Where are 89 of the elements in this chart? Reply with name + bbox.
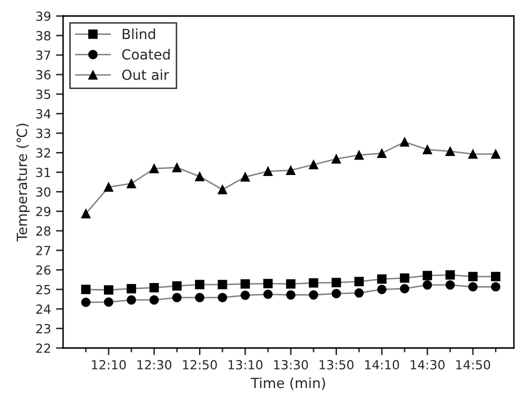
point bbox=[240, 290, 250, 300]
point bbox=[149, 295, 159, 305]
y-tick-label: 33 bbox=[36, 128, 50, 138]
x-tick-label: 14:10 bbox=[365, 360, 400, 370]
point bbox=[195, 172, 204, 182]
point bbox=[240, 172, 250, 182]
y-tick-label: 24 bbox=[36, 304, 51, 314]
y-tick-label: 27 bbox=[36, 246, 50, 256]
point bbox=[218, 280, 228, 290]
point bbox=[286, 290, 296, 300]
point bbox=[172, 292, 182, 302]
point bbox=[126, 295, 136, 305]
point bbox=[195, 292, 204, 302]
point bbox=[354, 288, 364, 298]
point bbox=[263, 166, 273, 176]
point bbox=[332, 288, 341, 298]
legend-label: Out air bbox=[122, 69, 170, 80]
x-tick-label: 13:30 bbox=[274, 360, 308, 370]
point bbox=[377, 284, 387, 294]
y-tick-label: 35 bbox=[36, 90, 50, 100]
point bbox=[400, 284, 410, 294]
point bbox=[286, 166, 296, 175]
y-tick-label: 34 bbox=[36, 109, 51, 119]
point bbox=[263, 278, 273, 288]
point bbox=[172, 281, 182, 291]
point bbox=[104, 285, 114, 295]
y-tick-label: 28 bbox=[36, 226, 50, 236]
y-tick-label: 39 bbox=[36, 11, 50, 21]
point bbox=[240, 279, 250, 289]
point bbox=[104, 182, 114, 192]
point bbox=[149, 164, 159, 174]
point bbox=[81, 284, 91, 294]
point bbox=[195, 280, 204, 290]
point bbox=[445, 280, 455, 290]
y-tick-label: 36 bbox=[36, 70, 50, 80]
y-tick-label: 31 bbox=[36, 168, 50, 178]
x-tick-label: 12:30 bbox=[138, 360, 172, 370]
point bbox=[286, 279, 296, 289]
point bbox=[491, 149, 500, 159]
point bbox=[263, 290, 273, 299]
legend-label: Coated bbox=[122, 48, 170, 60]
point bbox=[126, 178, 136, 188]
point bbox=[445, 146, 455, 156]
point bbox=[400, 273, 410, 283]
point bbox=[422, 280, 432, 290]
point bbox=[468, 282, 478, 292]
x-tick-label: 13:10 bbox=[228, 360, 262, 370]
point bbox=[332, 278, 341, 288]
y-tick-label: 25 bbox=[36, 284, 50, 294]
x-tick-label: 14:30 bbox=[410, 360, 445, 370]
point bbox=[354, 150, 364, 160]
point bbox=[377, 274, 387, 284]
point bbox=[422, 270, 432, 280]
point bbox=[81, 208, 91, 218]
point bbox=[172, 162, 182, 172]
y-tick-label: 29 bbox=[36, 206, 50, 216]
point bbox=[308, 160, 318, 170]
y-tick-label: 23 bbox=[36, 324, 50, 334]
point bbox=[104, 297, 114, 307]
point bbox=[149, 282, 159, 292]
x-tick-label: 14:50 bbox=[456, 360, 490, 370]
y-tick-label: 22 bbox=[36, 343, 50, 353]
x-tick-label: 13:50 bbox=[320, 360, 354, 370]
y-tick-label: 26 bbox=[36, 265, 50, 275]
legend-label: Blind bbox=[122, 28, 156, 40]
x-tick-label: 12:10 bbox=[92, 360, 126, 370]
point bbox=[445, 270, 455, 280]
point bbox=[400, 137, 410, 147]
point bbox=[308, 278, 318, 288]
point bbox=[218, 184, 228, 194]
point bbox=[468, 149, 478, 159]
point bbox=[81, 298, 91, 307]
point bbox=[308, 290, 318, 300]
y-tick-label: 37 bbox=[36, 50, 50, 60]
x-axis-title: Time (min) bbox=[250, 377, 326, 390]
y-tick-label: 30 bbox=[36, 187, 50, 197]
point bbox=[218, 292, 228, 302]
point bbox=[377, 148, 387, 158]
y-tick-label: 38 bbox=[36, 31, 50, 40]
y-tick-label: 32 bbox=[36, 148, 50, 158]
point bbox=[126, 284, 136, 294]
point bbox=[468, 272, 478, 282]
y-axis-title: Temperature (℃) bbox=[16, 124, 30, 242]
point bbox=[422, 144, 432, 154]
point bbox=[332, 154, 341, 164]
point bbox=[354, 276, 364, 286]
x-tick-label: 12:50 bbox=[183, 360, 217, 370]
point bbox=[491, 282, 500, 292]
point bbox=[491, 272, 500, 282]
